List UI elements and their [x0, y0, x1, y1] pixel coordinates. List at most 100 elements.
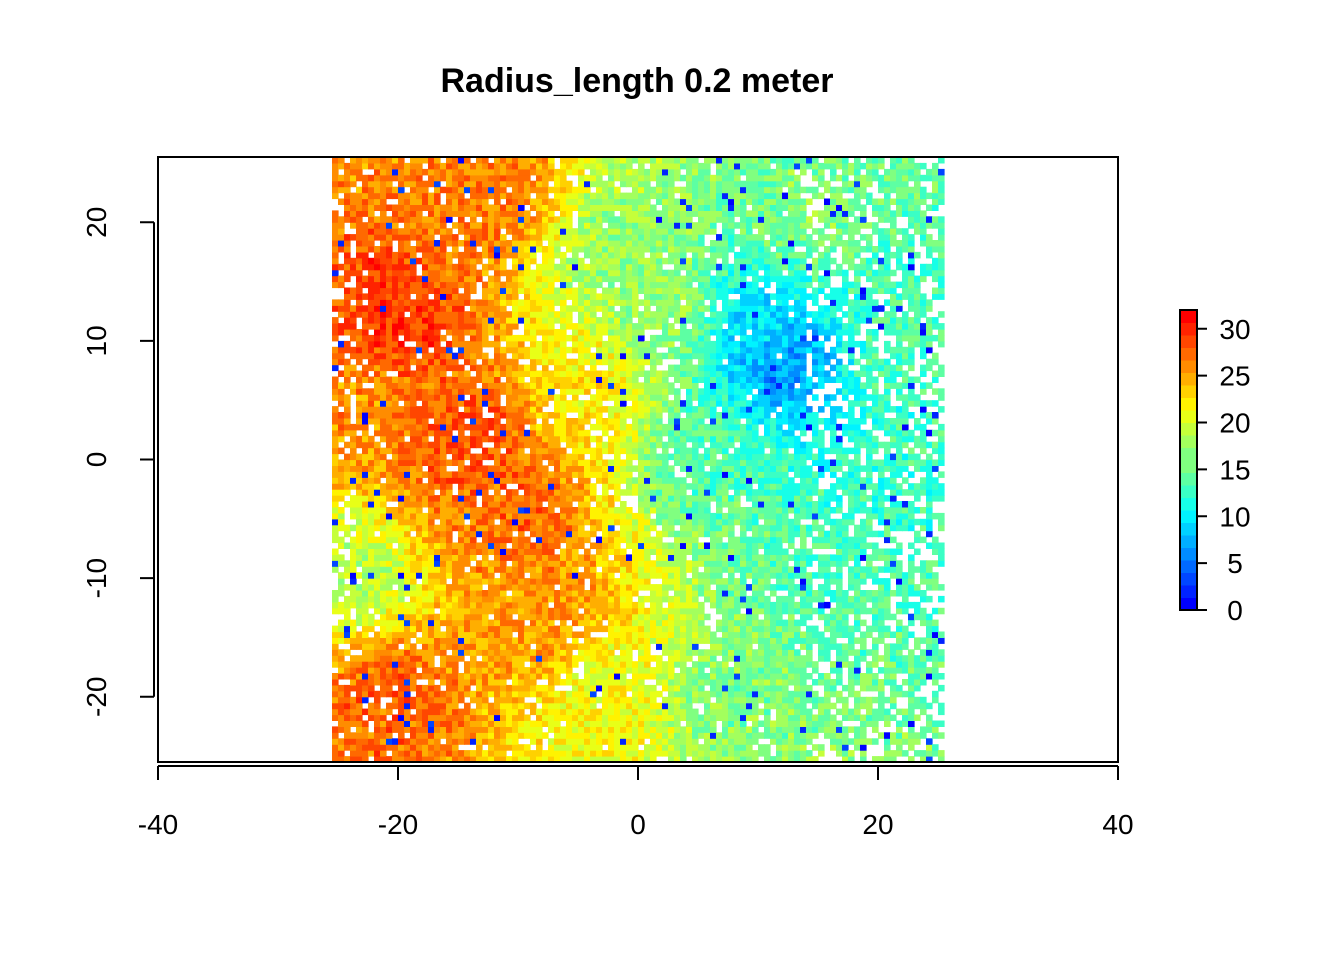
heatmap-cell [566, 382, 573, 389]
heatmap-cell [512, 281, 519, 289]
heatmap-cell [602, 613, 609, 621]
heatmap-cell [494, 441, 501, 449]
heatmap-cell [542, 293, 549, 300]
heatmap-cell [374, 661, 381, 668]
heatmap-cell [524, 554, 531, 561]
heatmap-cell [434, 198, 441, 205]
heatmap-cell [590, 180, 597, 188]
heatmap-cell [428, 613, 435, 621]
heatmap-cell [500, 246, 507, 253]
heatmap-cell [500, 364, 507, 372]
heatmap-cell [464, 376, 471, 383]
heatmap-cell [440, 590, 447, 597]
heatmap-cell [572, 305, 579, 312]
heatmap-cell [554, 394, 561, 401]
heatmap-cell [416, 228, 423, 235]
heatmap-cell [446, 418, 453, 425]
heatmap-cell [404, 174, 411, 182]
heatmap-cell [488, 358, 495, 366]
heatmap-cell [368, 501, 375, 508]
heatmap-cell [482, 340, 489, 348]
heatmap-cell [578, 560, 585, 567]
heatmap-cell [470, 489, 477, 496]
heatmap-cell [398, 364, 405, 372]
heatmap-cell [578, 382, 585, 389]
heatmap-cell [470, 507, 477, 514]
heatmap-cell [434, 637, 441, 644]
heatmap-cell [590, 661, 597, 668]
heatmap-cell [422, 311, 429, 318]
heatmap-cell [530, 157, 537, 164]
heatmap-cell [596, 524, 603, 532]
heatmap-cell [404, 329, 411, 336]
heatmap-cell [512, 251, 519, 259]
heatmap-cell [482, 673, 489, 680]
heatmap-cell [356, 293, 363, 300]
heatmap-cell [482, 174, 489, 182]
heatmap-cell [542, 323, 549, 330]
heatmap-cell [356, 186, 363, 194]
heatmap-cell [554, 246, 561, 253]
heatmap-cell [374, 649, 381, 656]
heatmap-cell [650, 287, 657, 294]
heatmap-cell [428, 477, 435, 484]
heatmap-cell [458, 275, 465, 283]
heatmap-cell [392, 495, 399, 502]
heatmap-cell [440, 601, 447, 609]
heatmap-cell [404, 317, 411, 324]
heatmap-cell [512, 394, 519, 401]
heatmap-cell [452, 406, 459, 413]
heatmap-cell [344, 566, 351, 573]
heatmap-cell [578, 726, 585, 733]
heatmap-cell [356, 637, 363, 644]
heatmap-cell [626, 299, 633, 306]
heatmap-cell [542, 352, 549, 360]
heatmap-cell [506, 524, 513, 532]
heatmap-cell [428, 198, 435, 205]
heatmap-cell [536, 601, 543, 609]
heatmap-cell [554, 429, 561, 437]
heatmap-cell [446, 293, 453, 300]
heatmap-cell [410, 281, 417, 289]
heatmap-cell [554, 578, 561, 585]
heatmap-cell [620, 595, 627, 603]
heatmap-cell [644, 186, 651, 194]
heatmap-cell [392, 299, 399, 306]
heatmap-cell [416, 619, 423, 627]
heatmap-cell [536, 358, 543, 366]
heatmap-cell [512, 388, 519, 395]
heatmap-cell [590, 234, 597, 241]
heatmap-cell [566, 595, 573, 603]
heatmap-cell [356, 453, 363, 461]
heatmap-cell [530, 382, 537, 389]
heatmap-cell [578, 340, 585, 348]
heatmap-cell [404, 323, 411, 330]
heatmap-cell [380, 714, 387, 721]
heatmap-cell [446, 530, 453, 538]
heatmap-cell [626, 222, 633, 229]
heatmap-cell [632, 738, 639, 745]
heatmap-cell [380, 323, 387, 330]
heatmap-cell [488, 560, 495, 567]
heatmap-cell [452, 453, 459, 461]
heatmap-cell [638, 269, 645, 277]
heatmap-cell [488, 744, 495, 751]
heatmap-cell [428, 696, 435, 704]
heatmap-cell [536, 287, 543, 294]
heatmap-cell [542, 216, 549, 223]
heatmap-cell [416, 489, 423, 496]
heatmap-cell [488, 418, 495, 425]
heatmap-cell [434, 382, 441, 389]
heatmap-cell [644, 495, 651, 502]
heatmap-cell [410, 696, 417, 704]
heatmap-cell [464, 257, 471, 265]
heatmap-cell [542, 507, 549, 514]
heatmap-cell [380, 400, 387, 407]
heatmap-cell [368, 643, 375, 650]
heatmap-cell [344, 530, 351, 538]
heatmap-cell [428, 501, 435, 508]
heatmap-cell [398, 257, 405, 265]
heatmap-cell [506, 246, 513, 253]
heatmap-cell [428, 595, 435, 603]
heatmap-cell [584, 299, 591, 306]
